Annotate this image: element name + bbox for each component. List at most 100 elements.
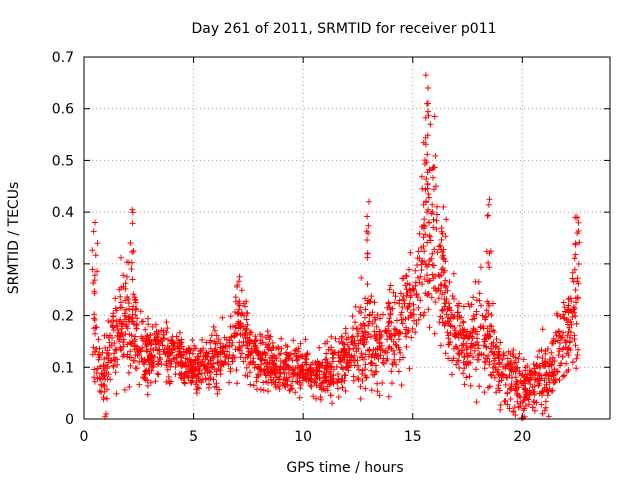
data-point [286, 374, 293, 381]
data-point [335, 352, 342, 359]
data-point [402, 316, 409, 323]
data-point [467, 382, 474, 389]
data-point [490, 343, 497, 349]
data-point [178, 339, 185, 346]
data-point [400, 275, 407, 282]
data-point [91, 374, 97, 381]
data-point [348, 339, 354, 346]
data-point [395, 344, 402, 351]
data-point [172, 363, 179, 370]
data-point [512, 383, 519, 389]
peak-point [427, 121, 434, 128]
data-point [490, 351, 497, 358]
data-point [293, 378, 299, 385]
data-point [338, 349, 345, 356]
data-point [463, 374, 470, 381]
peak-point [440, 252, 447, 259]
data-point [126, 306, 133, 312]
data-point [197, 348, 203, 355]
data-point [295, 345, 302, 352]
data-point [158, 361, 165, 368]
data-point [96, 352, 103, 359]
peak-point [423, 159, 430, 166]
data-point [175, 360, 181, 367]
data-point [289, 357, 296, 364]
data-point [208, 364, 215, 371]
data-point [312, 371, 319, 378]
data-point [404, 329, 411, 336]
data-point [266, 336, 273, 343]
data-point [328, 363, 335, 370]
data-point [242, 372, 249, 379]
data-point [485, 300, 492, 307]
data-point [199, 336, 205, 343]
data-point [189, 350, 196, 357]
data-point [357, 395, 364, 402]
data-point [375, 352, 382, 359]
data-point [259, 339, 266, 346]
data-point [292, 389, 299, 396]
peak-point [422, 141, 429, 148]
data-point [350, 325, 356, 332]
data-point [181, 379, 188, 386]
data-point [303, 356, 310, 363]
data-point [407, 312, 414, 319]
data-point [118, 284, 125, 291]
data-point [504, 401, 511, 408]
x-tick-label: 10 [294, 429, 312, 445]
data-point [460, 370, 466, 377]
data-point [563, 316, 570, 323]
peak-point [236, 273, 243, 280]
data-point [362, 314, 368, 321]
data-point [520, 415, 526, 422]
data-point [139, 344, 146, 351]
data-point [203, 376, 209, 383]
data-point [210, 360, 217, 367]
data-point [403, 286, 410, 293]
data-point [407, 249, 414, 256]
data-point [508, 374, 515, 381]
data-point [385, 299, 392, 306]
data-point [573, 320, 580, 327]
data-point [101, 367, 108, 374]
data-point [110, 363, 117, 370]
data-point [376, 392, 383, 399]
data-point [437, 342, 444, 349]
plot-frame [83, 56, 611, 420]
data-point [544, 346, 551, 352]
data-point [444, 287, 451, 294]
data-point [330, 372, 337, 379]
data-point [410, 286, 417, 293]
data-point [571, 305, 578, 312]
data-point [251, 364, 258, 371]
data-point [523, 388, 530, 395]
peak-point [485, 201, 492, 208]
data-point [192, 366, 199, 373]
data-point [431, 330, 438, 337]
data-point [132, 299, 139, 306]
data-point [476, 383, 483, 390]
data-point [420, 243, 427, 250]
peak-point [429, 165, 436, 172]
data-point [403, 343, 410, 350]
data-point [341, 372, 348, 379]
data-point [112, 305, 119, 312]
data-point [124, 353, 131, 360]
data-point [426, 324, 433, 331]
data-point [163, 329, 170, 336]
data-point [182, 380, 189, 387]
data-point [95, 336, 102, 343]
data-point [387, 282, 394, 289]
data-point [338, 333, 345, 340]
data-point [573, 365, 580, 372]
data-point [113, 390, 120, 397]
data-point [432, 285, 439, 291]
data-point [267, 376, 274, 383]
data-point [391, 326, 398, 332]
data-point [541, 407, 548, 414]
peak-point [485, 259, 492, 266]
peak-point [92, 219, 98, 226]
data-point [368, 367, 375, 374]
data-point [367, 333, 374, 340]
data-point [268, 365, 275, 372]
